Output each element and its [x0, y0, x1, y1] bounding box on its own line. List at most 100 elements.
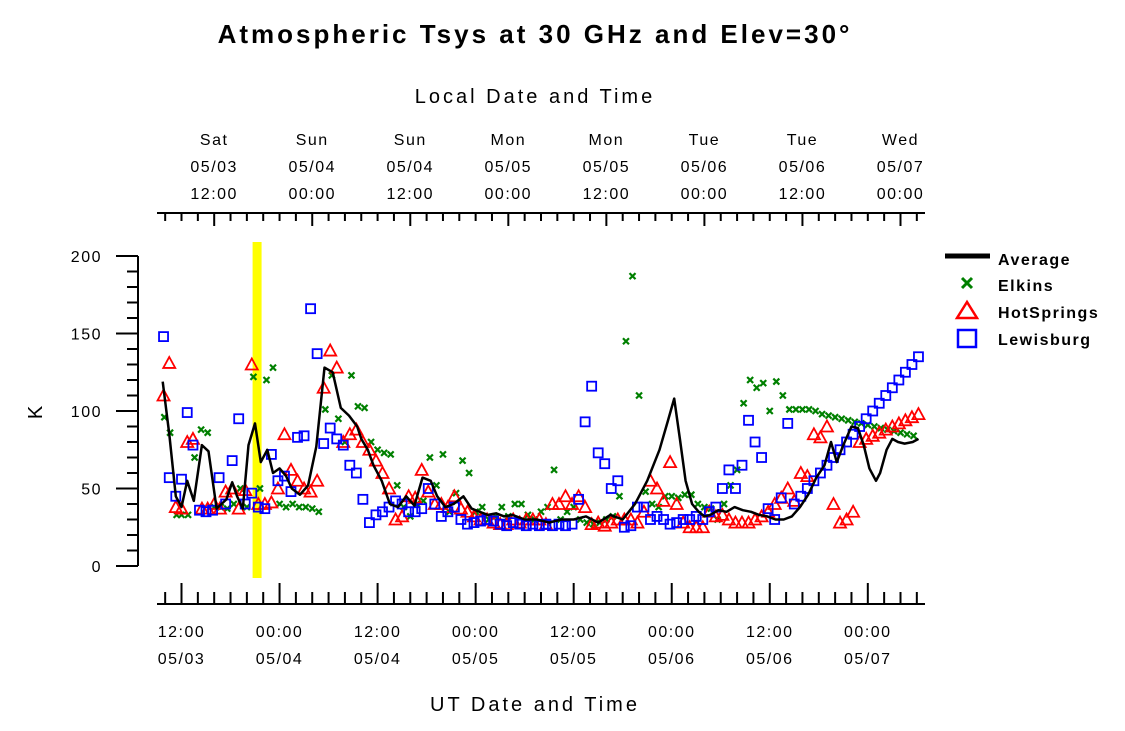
lewisburg-point: [416, 503, 428, 515]
hotsprings-point: [832, 514, 848, 529]
lewisburg-point: [200, 506, 212, 518]
elkins-point: [380, 449, 388, 457]
elkins-point: [347, 371, 356, 380]
lewisburg-point: [507, 517, 519, 528]
lewisburg-point: [468, 517, 480, 528]
bottom-tick-time: 00:00: [648, 624, 696, 641]
lewisburg-point: [488, 515, 500, 527]
lewisburg-point: [625, 520, 637, 532]
hotsprings-point: [276, 426, 292, 441]
elkins-point: [694, 500, 702, 508]
lewisburg-point: [292, 431, 303, 443]
top-axis-label: Local Date and Time: [415, 86, 655, 108]
top-tick-time: 12:00: [387, 186, 435, 203]
lewisburg-point: [638, 501, 650, 513]
top-tick-day: Mon: [491, 132, 527, 149]
elkins-point: [681, 490, 689, 499]
elkins-point: [792, 405, 800, 414]
y-axis-label: K: [25, 403, 47, 419]
plot-area: [156, 272, 926, 534]
lewisburg-point: [540, 518, 552, 530]
elkins-point: [517, 500, 526, 508]
lewisburg-point: [651, 510, 663, 522]
elkins-point: [870, 422, 879, 431]
hotsprings-point: [161, 355, 177, 369]
hotsprings-point: [806, 426, 822, 441]
lewisburg-point: [514, 518, 526, 530]
hotsprings-point: [884, 418, 900, 433]
hotsprings-point: [897, 412, 913, 427]
hotsprings-point: [486, 514, 502, 529]
elkins-point: [772, 377, 781, 386]
hotsprings-point: [420, 483, 436, 498]
hotsprings-point: [865, 427, 881, 442]
lewisburg-point: [233, 413, 245, 425]
lewisburg-point: [899, 366, 911, 378]
hotsprings-point: [819, 418, 835, 433]
lewisburg-point: [429, 498, 441, 510]
hotsprings-point: [603, 514, 619, 529]
top-tick-date: 05/04: [387, 159, 435, 176]
lewisburg-point: [860, 413, 872, 425]
hotsprings-point: [597, 517, 613, 532]
lewisburg-point: [181, 407, 193, 418]
hotsprings-point: [374, 465, 391, 479]
hotsprings-point: [812, 429, 828, 444]
top-tick-day: Wed: [882, 132, 919, 149]
lewisburg-point: [795, 490, 807, 502]
hotsprings-point: [577, 499, 593, 513]
top-tick-day: Mon: [589, 132, 625, 149]
y-axis: 0 50 100 150 200: [71, 249, 139, 576]
lewisburg-point: [782, 417, 794, 429]
lewisburg-point: [579, 416, 591, 428]
hotsprings-point: [741, 514, 757, 529]
lewisburg-point: [396, 498, 408, 510]
lewisburg-point: [775, 492, 787, 504]
top-axis: Sat 05/03 12:00 Sun 05/04 00:00 Sun 05/04 12:00 M…: [157, 132, 925, 226]
bottom-tick-date: 05/07: [844, 651, 892, 668]
hotsprings-point: [623, 511, 639, 526]
lewisburg-point: [337, 439, 349, 451]
lewisburg-point: [265, 448, 277, 460]
elkins-point: [511, 500, 519, 508]
lewisburg-point: [298, 430, 310, 442]
lewisburg-point: [893, 374, 905, 386]
hotsprings-point: [714, 506, 730, 521]
lewisburg-point: [357, 493, 369, 505]
bottom-tick-date: 05/06: [648, 651, 696, 668]
hotsprings-point: [780, 480, 796, 495]
lewisburg-point: [331, 433, 343, 445]
hotsprings-point: [283, 462, 299, 476]
elkins-point: [373, 445, 382, 454]
lewisburg-point: [158, 331, 169, 343]
series-hotsprings: [156, 342, 926, 534]
elkins-point: [426, 453, 434, 462]
bottom-tick-time: 12:00: [550, 624, 598, 641]
y-tick-label: 100: [71, 404, 102, 421]
elkins-point: [321, 405, 330, 414]
hotsprings-point: [368, 452, 384, 467]
lewisburg-point: [645, 514, 656, 525]
elkins-point: [393, 481, 401, 490]
elkins-point: [288, 500, 297, 508]
elkins-point: [831, 413, 839, 421]
elkins-point: [824, 411, 833, 420]
hotsprings-point: [244, 356, 260, 371]
hotsprings-point: [322, 342, 338, 357]
elkins-point: [752, 383, 761, 392]
lewisburg-point: [279, 470, 290, 482]
hotsprings-point: [303, 483, 319, 498]
lewisburg-point: [226, 455, 238, 467]
lewisburg-point: [187, 439, 199, 451]
elkins-point: [334, 414, 343, 423]
lewisburg-point: [723, 464, 735, 476]
lewisburg-point: [592, 447, 604, 459]
lewisburg-point: [246, 487, 258, 499]
top-tick-day: Tue: [787, 132, 818, 149]
hotsprings-point: [270, 480, 286, 495]
average-line: [161, 366, 920, 524]
lewisburg-point: [749, 436, 761, 448]
hotsprings-point: [156, 387, 172, 402]
bottom-tick-time: 12:00: [746, 624, 794, 641]
